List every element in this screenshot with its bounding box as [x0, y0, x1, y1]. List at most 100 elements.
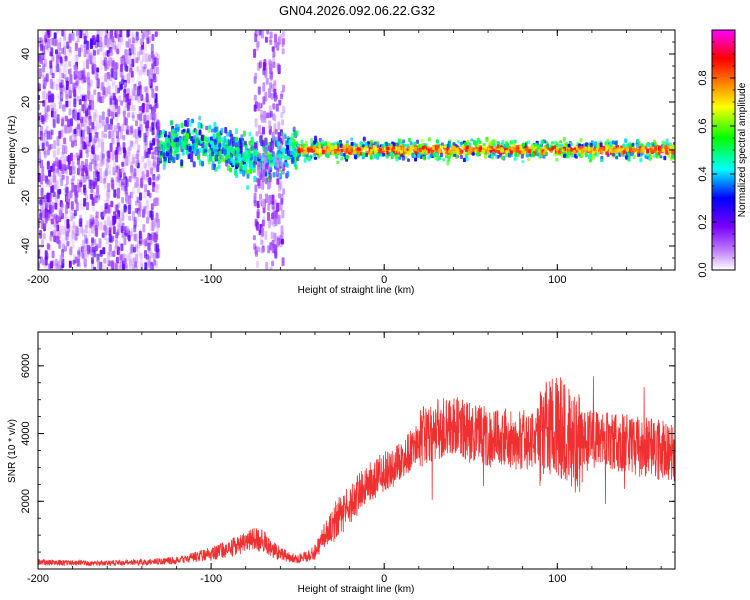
heatmap-cell: [38, 72, 42, 78]
heatmap-cell: [362, 152, 366, 157]
heatmap-cell: [61, 30, 65, 37]
heatmap-cell: [427, 155, 431, 160]
heatmap-cell: [126, 156, 130, 166]
heatmap-cell: [117, 202, 121, 209]
heatmap-cell: [83, 60, 87, 70]
heatmap-cell: [137, 86, 140, 96]
heatmap-cell: [58, 259, 62, 268]
heatmap-cell: [138, 119, 142, 128]
heatmap-cell: [235, 136, 238, 142]
heatmap-cell: [66, 125, 70, 134]
heatmap-cell: [98, 238, 102, 248]
heatmap-cell: [142, 30, 146, 35]
heatmap-cell: [96, 95, 100, 103]
heatmap-cell: [107, 109, 111, 117]
heatmap-cell: [39, 43, 43, 52]
heatmap-cell: [155, 102, 159, 109]
heatmap-cell: [513, 157, 517, 161]
heatmap-cell: [114, 61, 118, 71]
heatmap-cell: [92, 136, 96, 147]
heatmap-cell: [71, 160, 75, 171]
heatmap-cell: [372, 145, 376, 149]
heatmap-cell: [139, 236, 143, 246]
heatmap-cell: [96, 197, 100, 205]
heatmap-cell: [255, 250, 258, 257]
heatmap-cell: [83, 49, 87, 58]
heatmap-cell: [39, 37, 43, 43]
heatmap-cell: [65, 62, 68, 72]
heatmap-cell: [109, 97, 113, 105]
heatmap-cell: [464, 142, 468, 147]
heatmap-cell: [265, 193, 269, 204]
heatmap-cell: [107, 182, 111, 193]
heatmap-cell: [111, 179, 115, 189]
heatmap-cell: [271, 260, 275, 267]
heatmap-cell: [77, 84, 81, 94]
heatmap-cell: [602, 145, 606, 151]
heatmap-cell: [259, 235, 263, 245]
heatmap-cell: [76, 30, 79, 36]
heatmap-cell: [273, 232, 277, 242]
heatmap-cell: [71, 32, 75, 41]
heatmap-cell: [190, 156, 194, 163]
heatmap-cell: [184, 139, 188, 145]
heatmap-cell: [118, 249, 122, 256]
heatmap-cell: [130, 43, 134, 54]
heatmap-cell: [153, 73, 157, 83]
heatmap-cell: [65, 175, 69, 185]
heatmap-cell: [155, 147, 159, 155]
heatmap-cell: [137, 184, 141, 194]
heatmap-cell: [86, 72, 90, 81]
heatmap-cell: [53, 110, 57, 118]
heatmap-cell: [90, 219, 94, 225]
heatmap-cell: [111, 151, 115, 161]
heatmap-cell: [155, 58, 159, 66]
heatmap-cell: [117, 100, 121, 109]
heatmap-cell: [72, 175, 76, 181]
heatmap-cell: [245, 151, 248, 158]
heatmap-cell: [96, 78, 100, 88]
heatmap-cell: [90, 214, 94, 221]
heatmap-cell: [314, 135, 317, 141]
heatmap-cell: [141, 103, 145, 113]
heatmap-cell: [136, 200, 140, 209]
heatmap-cell: [91, 227, 94, 234]
heatmap-cell: [81, 104, 85, 112]
heatmap-cell: [133, 104, 137, 114]
heatmap-cell: [79, 70, 83, 81]
heatmap-cell: [297, 143, 300, 148]
heatmap-cell: [313, 140, 316, 145]
heatmap-cell: [140, 262, 144, 270]
heatmap-cell: [130, 191, 134, 199]
heatmap-cell: [259, 173, 263, 180]
heatmap-cell: [78, 48, 82, 57]
heatmap-cell: [278, 99, 282, 106]
heatmap-cell: [261, 140, 265, 148]
heatmap-cell: [204, 143, 208, 150]
heatmap-cell: [269, 71, 273, 81]
snr-ylabel: SNR (10 * v/v): [7, 419, 18, 483]
heatmap-cell: [314, 156, 317, 160]
heatmap-cell: [60, 236, 63, 243]
heatmap-cell: [129, 126, 133, 136]
heatmap-cell: [154, 149, 158, 159]
snr-series-line: [38, 376, 675, 567]
heatmap-cell: [46, 74, 50, 83]
heatmap-cell: [633, 148, 637, 152]
heatmap-cell: [136, 162, 140, 169]
heatmap-cell: [138, 89, 142, 95]
heatmap-cell: [137, 211, 140, 222]
heatmap-cell: [578, 146, 582, 151]
heatmap-cell: [38, 83, 41, 91]
heatmap-cell: [257, 179, 261, 187]
heatmap-cell: [475, 140, 479, 145]
heatmap-cell: [258, 61, 262, 69]
heatmap-cell: [58, 68, 62, 77]
heatmap-cell: [631, 142, 635, 147]
colorbar-axes: 0.00.20.40.60.8: [697, 41, 735, 278]
heatmap-cell: [64, 55, 68, 62]
heatmap-cell: [144, 43, 148, 53]
heatmap-cell: [77, 124, 81, 130]
heatmap-cell: [333, 149, 337, 154]
heatmap-cell: [126, 30, 130, 38]
